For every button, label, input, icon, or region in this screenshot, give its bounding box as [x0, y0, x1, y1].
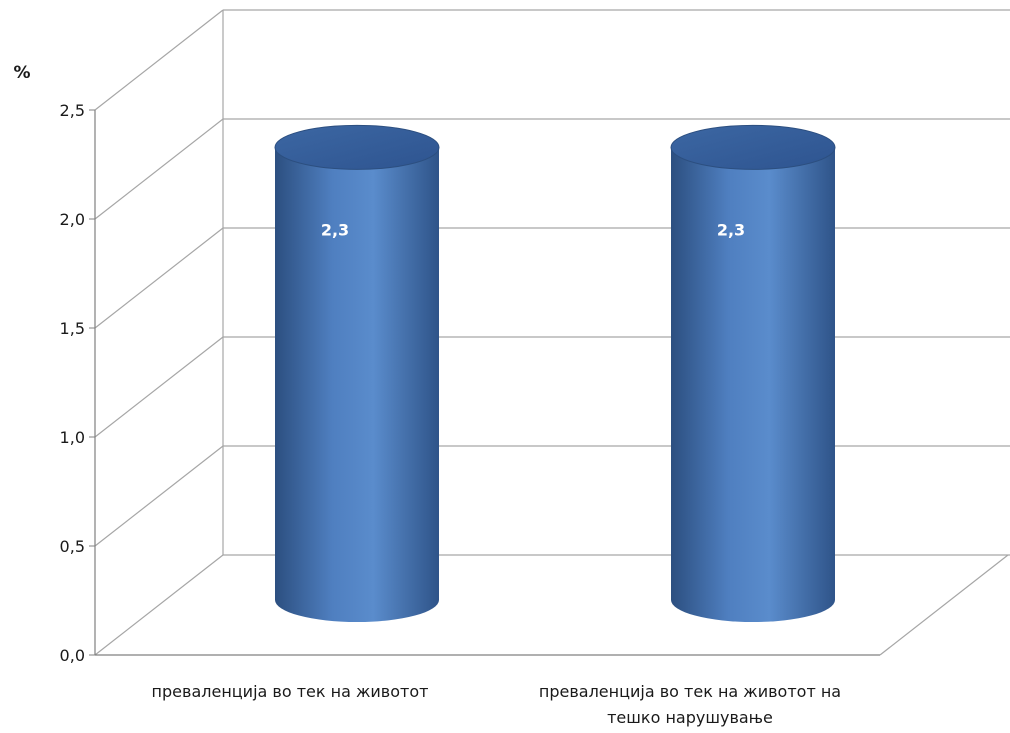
y-tick-label: 0,5: [60, 537, 85, 556]
bar-body: [671, 147, 835, 623]
side-gridline: [94, 118, 224, 220]
y-tick-label: 1,5: [60, 319, 85, 338]
bar-body: [275, 147, 439, 622]
side-gridline: [94, 227, 224, 329]
y-tick-label: 0,0: [60, 646, 85, 665]
bar-top: [274, 124, 440, 170]
y-tick-label: 2,5: [60, 101, 85, 120]
side-gridline: [94, 554, 224, 656]
y-axis-label: %: [13, 63, 30, 83]
x-category-label: преваленција во тек на животот на: [539, 682, 841, 701]
data-label: 2,3: [321, 220, 349, 239]
bar-cylinder: [274, 124, 440, 622]
data-label: 2,3: [717, 220, 745, 239]
x-category-label: тешко нарушување: [607, 708, 773, 727]
y-tick-label: 2,0: [60, 210, 85, 229]
side-gridline: [94, 9, 224, 111]
bars: [274, 124, 836, 623]
y-tick-label: 1,0: [60, 428, 85, 447]
side-gridline: [94, 336, 224, 438]
x-category-label: преваленција во тек на животот: [152, 682, 429, 701]
floor-right-edge: [879, 554, 1009, 656]
labels: 0,0 0,5 1,0 1,5 2,0 2,5% 2,3 2,3 преваленција во…: [13, 63, 841, 727]
bar-top: [670, 124, 836, 170]
axes: [89, 10, 1009, 656]
side-gridline: [94, 445, 224, 547]
gridlines: [94, 9, 1010, 656]
bar-cylinder: [670, 124, 836, 623]
